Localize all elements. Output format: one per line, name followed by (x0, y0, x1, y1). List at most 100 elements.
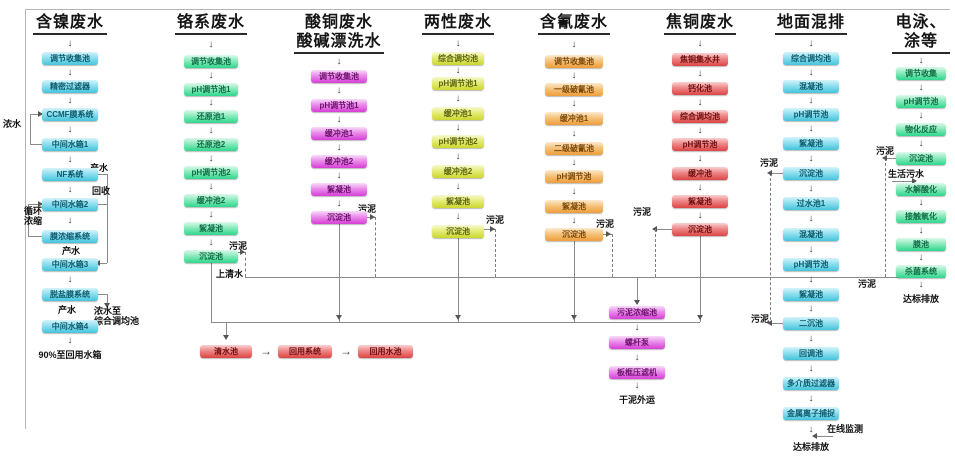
connector-line (211, 263, 212, 322)
terminal-label: 90%至回用水箱 (38, 350, 102, 360)
down-arrow-icon (204, 179, 218, 194)
connector-line (655, 229, 672, 230)
annotation-online-monitoring: 在线监测 (827, 424, 864, 434)
flow-step: 缓冲池2 (311, 155, 367, 168)
connector-line (484, 229, 495, 230)
down-arrow-icon (451, 120, 465, 135)
connector-line (574, 241, 575, 322)
recycle-bracket-line (107, 174, 108, 263)
down-arrow-icon (693, 208, 707, 223)
arrowhead-right-icon (240, 249, 245, 255)
connector-line (98, 174, 107, 175)
column-title-text: 铬系废水 (176, 14, 245, 31)
flow-step: 二沉池 (783, 317, 839, 330)
column-title-text: 含镍废水 (35, 14, 104, 31)
flow-step: 混凝池 (783, 228, 839, 241)
column-title-amphoteric: 两性废水 (422, 13, 494, 35)
flow-step: 一级破氰池 (545, 83, 603, 96)
arrowhead-right-icon (38, 201, 43, 207)
flow-step: pH调节池 (545, 170, 603, 183)
flow-step: CCMF膜系统 (42, 108, 98, 121)
down-arrow-icon (63, 301, 77, 320)
down-arrow-icon (914, 223, 928, 238)
annotation-sludge: 污泥 (858, 279, 877, 289)
frame-left-line (25, 9, 26, 429)
flow-step: 沉淀池 (896, 152, 946, 165)
annotation-supernatant: 上清水 (216, 269, 244, 279)
flow-step: 综合调均池 (783, 52, 839, 65)
flow-step: 钙化池 (672, 82, 728, 95)
down-arrow-icon (204, 151, 218, 166)
connector-line (98, 204, 107, 205)
down-arrow-icon (332, 168, 346, 183)
down-arrow-icon (63, 35, 77, 52)
arrowhead-left-icon (767, 170, 772, 176)
flow-step: pH调节池 (783, 258, 839, 271)
flow-step: 二级破氰池 (545, 142, 603, 155)
connector-line (98, 294, 107, 295)
connector-line (30, 114, 42, 115)
flow-step: 调节收集池 (42, 52, 98, 65)
down-arrow-icon (804, 271, 818, 288)
down-arrow-icon (567, 213, 581, 228)
column-title-text: 酸铜废水 (304, 14, 373, 31)
flow-step: 缓冲池1 (311, 127, 367, 140)
column-title-cyanide: 含氰废水 (538, 13, 610, 35)
flow-step: pH调节池1 (184, 83, 238, 96)
connector-line (885, 158, 897, 159)
flow-step: 调节收集 (896, 67, 946, 80)
flow-step: 沉淀池 (432, 225, 484, 238)
down-arrow-icon (914, 165, 928, 183)
sludge-bus-line (245, 277, 945, 278)
flow-step: 絮凝池 (545, 200, 603, 213)
connector-line (28, 236, 42, 237)
terminal-label: 达标排放 (902, 294, 939, 304)
arrowhead-down-icon (336, 315, 342, 320)
flow-step: 混凝池 (783, 80, 839, 93)
sludge-drop-line (655, 229, 656, 277)
down-arrow-icon (693, 151, 707, 167)
flow-step: 缓冲池1 (432, 107, 484, 120)
down-arrow-icon (63, 65, 77, 80)
flow-step: 清水池 (200, 345, 252, 358)
arrowhead-down-icon (697, 315, 703, 320)
annotation-sludge: 污泥 (358, 204, 377, 214)
sludge-drop-line (375, 217, 376, 277)
flow-step: 沉淀池 (184, 250, 238, 263)
flow-step: 沉淀池 (783, 167, 839, 180)
connector-line (815, 436, 833, 437)
flow-step: 中间水箱4 (42, 320, 98, 333)
flow-step: 螺杆泵 (609, 336, 665, 349)
terminal-label: 干泥外运 (618, 395, 655, 405)
down-arrow-icon (63, 211, 77, 230)
down-arrow-icon (451, 178, 465, 195)
column-title-nickel: 含镍废水 (33, 13, 107, 35)
flow-step: 中间水箱1 (42, 138, 98, 151)
down-arrow-icon (63, 333, 77, 348)
frame-top-line (25, 9, 950, 10)
flow-step: 絮凝池 (184, 222, 238, 235)
column-title-text: 涂等 (903, 33, 938, 50)
connector-line (98, 263, 107, 264)
down-arrow-icon (804, 360, 818, 377)
column-title-text: 地面混排 (776, 14, 845, 31)
flow-step: 回调池 (783, 347, 839, 360)
flow-step: pH调节池2 (432, 135, 484, 148)
annotation-sludge: 污泥 (876, 146, 895, 156)
annotation-sludge: 污泥 (633, 207, 652, 217)
flow-step: 综合调均池 (432, 52, 484, 65)
down-arrow-icon (804, 210, 818, 228)
down-arrow-icon (804, 93, 818, 108)
column-title-text: 两性废水 (423, 14, 492, 31)
flow-step: NF系统 (42, 168, 98, 181)
flow-step: 还原池2 (184, 138, 238, 151)
connector-line (458, 238, 459, 322)
down-arrow-icon (914, 54, 928, 67)
down-arrow-icon (204, 68, 218, 83)
flow-step: 絮凝池 (311, 183, 367, 196)
annotation-concentrate: 浓水 (3, 119, 22, 129)
down-arrow-icon (204, 96, 218, 110)
column-title-text: 酸碱漂洗水 (296, 33, 382, 50)
down-arrow-icon (451, 90, 465, 107)
